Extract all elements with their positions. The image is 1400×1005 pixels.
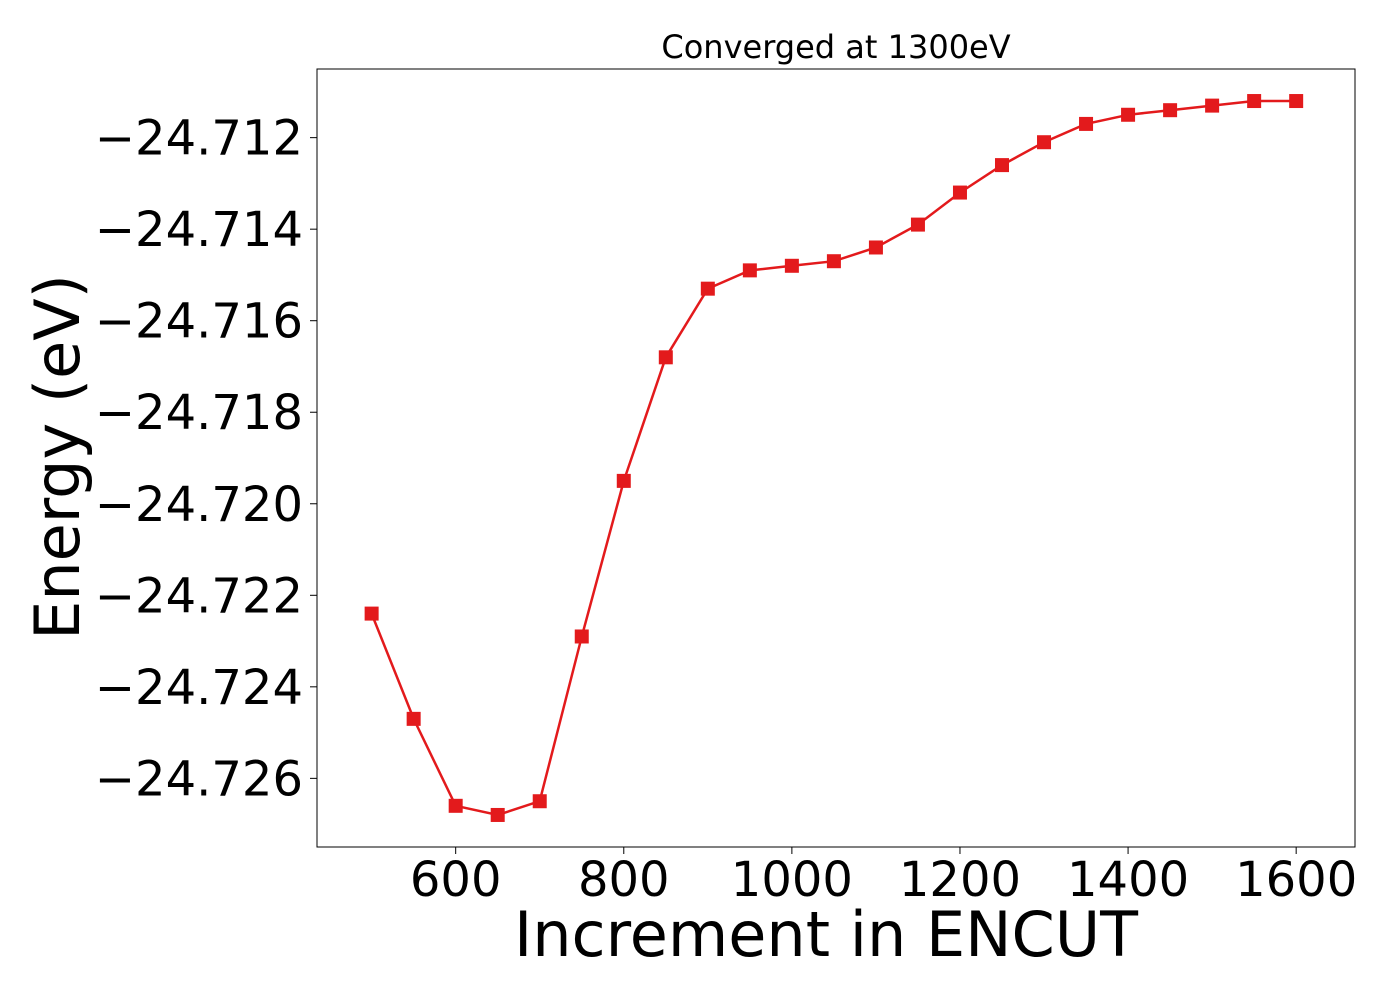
x-tick-label: 800 <box>578 852 670 908</box>
x-tick-label: 600 <box>410 852 502 908</box>
y-axis-label: Energy (eV) <box>21 274 94 640</box>
x-tick-label: 1600 <box>1235 852 1357 908</box>
data-point-marker <box>406 711 421 726</box>
x-tick-label: 1200 <box>899 852 1021 908</box>
y-tick-label: −24.712 <box>95 111 303 167</box>
plot-frame <box>316 68 1356 848</box>
data-point-marker <box>1205 98 1220 113</box>
data-point-marker <box>952 185 967 200</box>
data-point-marker <box>1121 107 1136 122</box>
data-point-marker <box>1289 94 1304 109</box>
data-point-marker <box>826 254 841 269</box>
data-point-marker <box>532 794 547 809</box>
y-tick-label: −24.724 <box>95 660 303 716</box>
y-tick-label: −24.720 <box>95 477 303 533</box>
data-point-marker <box>742 263 757 278</box>
x-tick-label: 1400 <box>1067 852 1189 908</box>
data-point-marker <box>868 240 883 255</box>
data-point-marker <box>784 258 799 273</box>
data-point-marker <box>490 807 505 822</box>
data-point-marker <box>1247 94 1262 109</box>
data-point-marker <box>616 473 631 488</box>
y-tick-label: −24.718 <box>95 385 303 441</box>
data-point-marker <box>448 798 463 813</box>
chart-title: Converged at 1300eV <box>661 28 1010 66</box>
series-line <box>370 99 1297 817</box>
y-tick-label: −24.726 <box>95 751 303 807</box>
y-tick-label: −24.722 <box>95 568 303 624</box>
y-tick-label: −24.716 <box>95 294 303 350</box>
data-point-marker <box>364 606 379 621</box>
data-point-marker <box>574 629 589 644</box>
data-point-marker <box>1037 135 1052 150</box>
data-point-marker <box>700 281 715 296</box>
data-point-marker <box>1079 116 1094 131</box>
plot-area: 600 800 1000 1200 1400 1600 −24.712 −24.714 −24.… <box>95 68 1357 908</box>
x-axis-label: Increment in ENCUT <box>514 898 1139 971</box>
data-point-marker <box>910 217 925 232</box>
data-point-marker <box>1163 103 1178 118</box>
y-tick-label: −24.714 <box>95 202 303 258</box>
x-tick-label: 1000 <box>731 852 853 908</box>
data-point-marker <box>658 350 673 365</box>
data-point-marker <box>994 158 1009 173</box>
